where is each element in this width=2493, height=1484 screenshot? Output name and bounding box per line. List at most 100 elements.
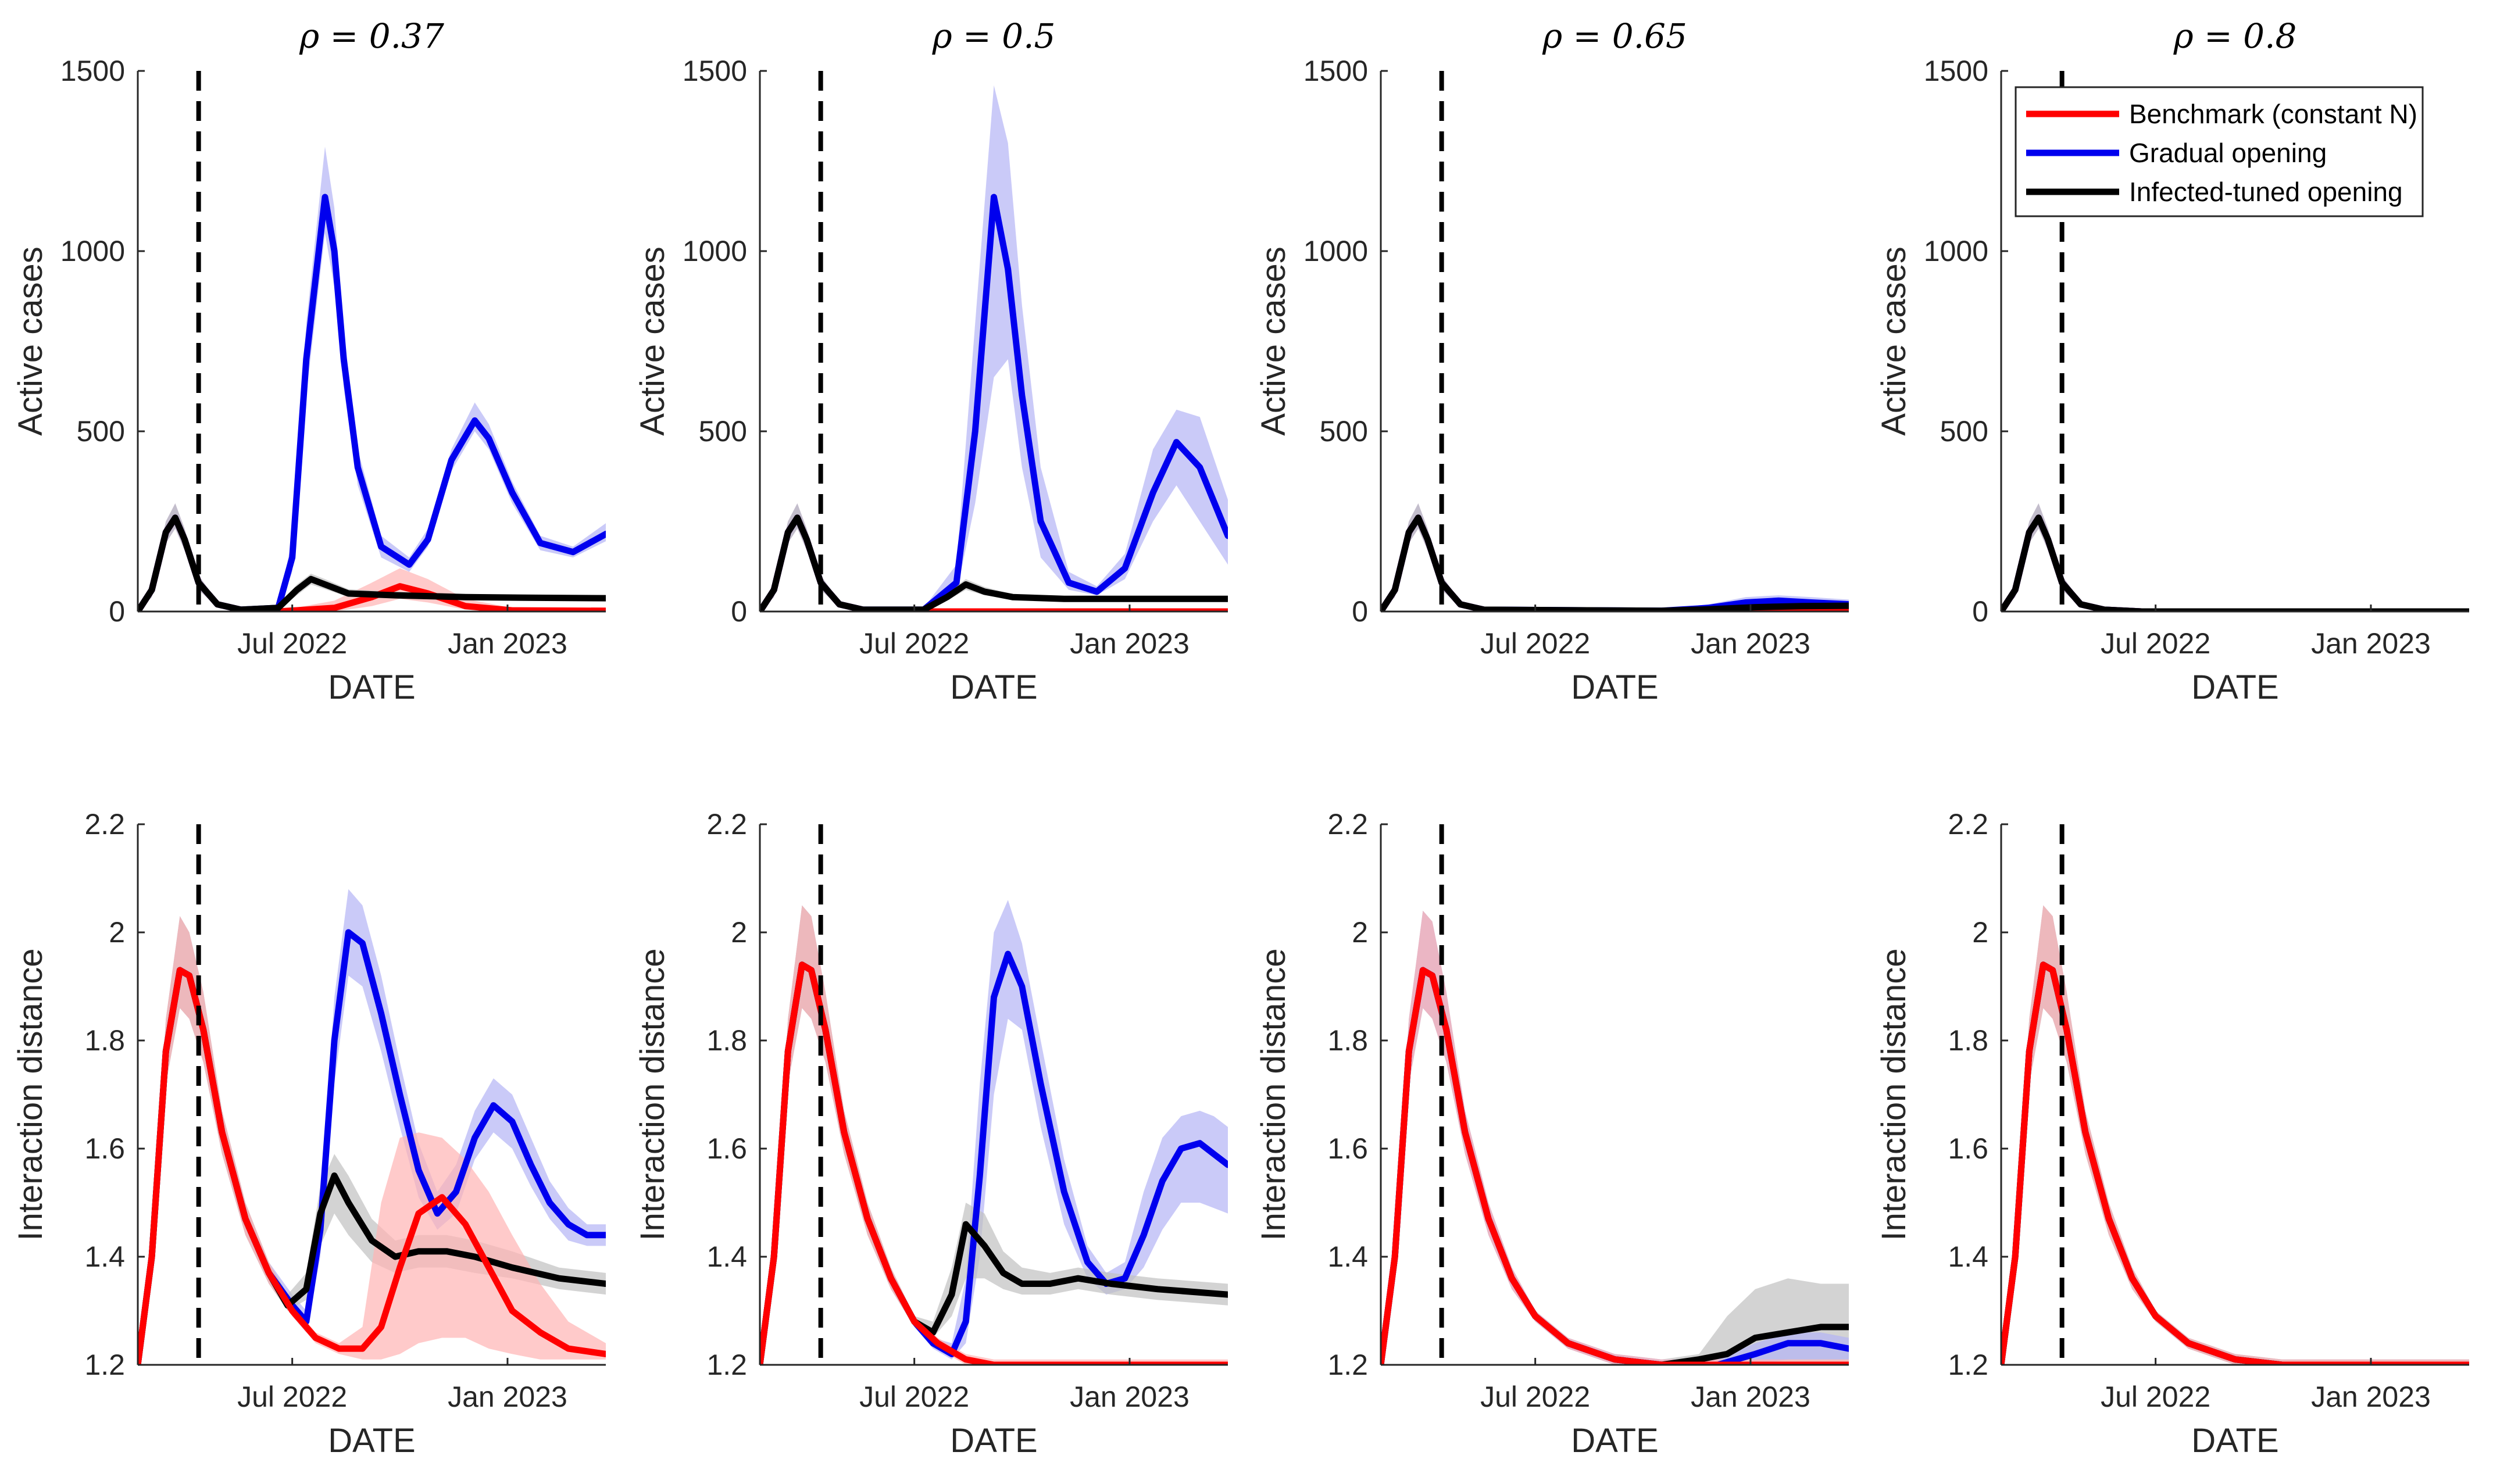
legend-label-gradual: Gradual opening (2129, 138, 2327, 168)
y-tick-label: 1.8 (1948, 1024, 1988, 1057)
y-tick-label: 1.8 (1327, 1024, 1368, 1057)
y-axis-label: Interaction distance (1875, 949, 1913, 1241)
y-axis-label: Interaction distance (1255, 949, 1292, 1241)
x-axis-label: DATE (2191, 668, 2278, 706)
y-tick-label: 1.2 (1327, 1349, 1368, 1381)
y-tick-label: 0 (109, 595, 125, 628)
y-tick-label: 1000 (1924, 235, 1988, 267)
y-tick-label: 1.4 (1327, 1240, 1368, 1273)
panel-1-3: 1.2 1.4 1.6 1.8 2 2.2 Jul 2022 Jan 2023 DATE Inte… (1875, 808, 2469, 1460)
series-line-gradual (138, 194, 606, 612)
x-tick-label: Jul 2022 (2101, 1381, 2210, 1413)
y-tick-label: 500 (1940, 415, 1988, 448)
x-axis-label: DATE (328, 668, 415, 706)
panel-title: ρ = 0.65 (1542, 16, 1687, 56)
x-tick-label: Jan 2023 (2311, 1381, 2431, 1413)
y-tick-label: 1000 (1303, 235, 1368, 267)
series-line-infected (138, 514, 606, 612)
panel-title: ρ = 0.8 (2173, 16, 2297, 56)
y-tick-label: 1000 (60, 235, 125, 267)
plot-area (1381, 503, 1849, 612)
plot-area (760, 900, 1228, 1365)
series-line-benchmark (138, 967, 606, 1365)
y-tick-label: 500 (699, 415, 747, 448)
confidence-band-benchmark (138, 503, 606, 612)
y-tick-label: 500 (77, 415, 125, 448)
series-line-benchmark (760, 961, 1228, 1365)
y-tick-label: 2.2 (1327, 808, 1368, 841)
x-tick-label: Jul 2022 (1480, 1381, 1590, 1413)
legend-label-benchmark: Benchmark (constant N) (2129, 99, 2417, 129)
y-tick-label: 1.8 (706, 1024, 747, 1057)
y-axis-label: Interaction distance (634, 949, 672, 1241)
y-tick-label: 1.8 (84, 1024, 125, 1057)
x-axis-label: DATE (328, 1422, 415, 1460)
x-tick-label: Jan 2023 (1691, 627, 1810, 660)
panel-1-2: 1.2 1.4 1.6 1.8 2 2.2 Jul 2022 Jan 2023 DATE Inte… (1255, 808, 1849, 1460)
panel-0-2: 0 500 1000 1500 Jul 2022 Jan 2023 DATE Active c… (1255, 16, 1849, 706)
plot-area (2001, 905, 2469, 1365)
x-tick-label: Jul 2022 (2101, 627, 2210, 660)
y-tick-label: 1500 (60, 55, 125, 87)
y-tick-label: 1500 (1924, 55, 1988, 87)
y-axis-label: Active cases (634, 246, 672, 436)
confidence-band-infected (1381, 910, 1849, 1365)
y-tick-label: 1.6 (706, 1132, 747, 1165)
panel-1-1: 1.2 1.4 1.6 1.8 2 2.2 Jul 2022 Jan 2023 DATE Inte… (634, 808, 1228, 1460)
x-tick-label: Jul 2022 (237, 627, 347, 660)
y-tick-label: 1500 (683, 55, 747, 87)
x-axis-label: DATE (1571, 668, 1658, 706)
plot-area (138, 146, 606, 612)
y-axis-label: Active cases (12, 246, 49, 436)
legend: Benchmark (constant N) Gradual opening Inf… (2015, 86, 2424, 217)
x-tick-label: Jul 2022 (237, 1381, 347, 1413)
y-tick-label: 0 (731, 595, 747, 628)
x-tick-label: Jan 2023 (1691, 1381, 1810, 1413)
series-line-infected (760, 514, 1228, 612)
series-line-infected (1381, 514, 1849, 612)
y-tick-label: 2 (109, 916, 125, 949)
y-tick-label: 2 (1352, 916, 1368, 949)
panel-1-0: 1.2 1.4 1.6 1.8 2 2.2 Jul 2022 Jan 2023 DATE Inte… (12, 808, 606, 1460)
y-tick-label: 2 (1972, 916, 1988, 949)
series-line-infected (2001, 514, 2469, 612)
x-tick-label: Jul 2022 (1480, 627, 1590, 660)
x-axis-label: DATE (950, 668, 1037, 706)
y-axis-label: Active cases (1255, 246, 1292, 436)
x-tick-label: Jul 2022 (859, 1381, 969, 1413)
y-tick-label: 1.4 (706, 1240, 747, 1273)
y-tick-label: 1.6 (1948, 1132, 1988, 1165)
confidence-band-infected (2001, 905, 2469, 1365)
plot-area (2001, 503, 2469, 612)
y-tick-label: 2.2 (84, 808, 125, 841)
confidence-band-gradual (2001, 905, 2469, 1365)
x-tick-label: Jul 2022 (859, 627, 969, 660)
x-tick-label: Jan 2023 (448, 1381, 567, 1413)
y-tick-label: 2.2 (706, 808, 747, 841)
confidence-band-benchmark (138, 916, 606, 1365)
x-tick-label: Jan 2023 (448, 627, 567, 660)
y-tick-label: 1.2 (1948, 1349, 1988, 1381)
plot-area (1381, 910, 1849, 1365)
series-line-benchmark (2001, 961, 2469, 1365)
y-axis-label: Interaction distance (12, 949, 49, 1241)
plot-area (138, 889, 606, 1365)
panel-0-0: 0 500 1000 1500 Jul 2022 Jan 2023 DATE Active c… (12, 16, 606, 706)
legend-label-infected: Infected-tuned opening (2129, 177, 2403, 207)
y-tick-label: 1.6 (1327, 1132, 1368, 1165)
series-line-benchmark (1381, 967, 1849, 1365)
y-tick-label: 1.2 (84, 1349, 125, 1381)
plot-area (760, 85, 1228, 612)
y-tick-label: 2.2 (1948, 808, 1988, 841)
panel-title: ρ = 0.37 (299, 16, 444, 56)
y-axis-label: Active cases (1875, 246, 1913, 436)
x-tick-label: Jan 2023 (1070, 627, 1190, 660)
confidence-band-gradual (760, 85, 1228, 612)
y-tick-label: 0 (1972, 595, 1988, 628)
x-axis-label: DATE (1571, 1422, 1658, 1460)
x-tick-label: Jan 2023 (2311, 627, 2431, 660)
y-tick-label: 1.2 (706, 1349, 747, 1381)
panel-0-1: 0 500 1000 1500 Jul 2022 Jan 2023 DATE Active c… (634, 16, 1228, 706)
y-tick-label: 2 (731, 916, 747, 949)
